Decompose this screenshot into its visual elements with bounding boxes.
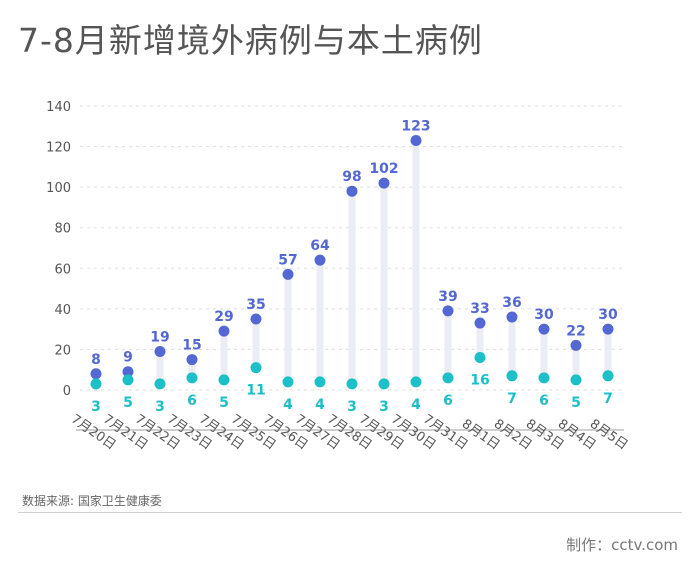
local-point-2 [154, 378, 166, 390]
local-label-6: 4 [283, 397, 293, 413]
local-label-16: 7 [603, 391, 613, 407]
local-label-7: 4 [315, 397, 325, 413]
y-tick-label: 120 [46, 141, 71, 156]
y-tick-label: 100 [46, 181, 71, 196]
local-point-3 [186, 372, 198, 384]
y-tick-label: 40 [54, 303, 71, 318]
data-labels: 8395193156295351157464498310231234396331… [91, 118, 618, 414]
y-tick-label: 140 [46, 100, 71, 115]
imported-label-9: 102 [369, 161, 398, 177]
y-tick-label: 60 [54, 262, 71, 277]
imported-point-6 [282, 268, 294, 280]
local-label-12: 16 [470, 373, 489, 389]
imported-point-16 [602, 323, 614, 335]
local-point-5 [250, 362, 262, 374]
imported-label-16: 30 [598, 307, 618, 323]
imported-point-13 [506, 311, 518, 323]
local-label-1: 5 [123, 395, 133, 411]
local-point-13 [506, 370, 518, 382]
local-point-4 [218, 374, 230, 386]
local-label-10: 4 [411, 397, 421, 413]
imported-label-5: 35 [246, 297, 265, 313]
imported-label-10: 123 [401, 118, 430, 134]
credit-text: 制作：cctv.com [566, 536, 678, 554]
imported-label-3: 15 [182, 338, 201, 354]
local-label-9: 3 [379, 399, 389, 415]
local-label-11: 6 [443, 393, 453, 409]
local-label-8: 3 [347, 399, 357, 415]
imported-label-0: 8 [91, 352, 101, 368]
imported-label-15: 22 [566, 323, 585, 339]
imported-label-13: 36 [502, 295, 521, 311]
local-point-0 [90, 378, 102, 390]
local-point-9 [378, 378, 390, 390]
imported-label-2: 19 [150, 329, 169, 345]
local-label-3: 6 [187, 393, 197, 409]
local-point-8 [346, 378, 358, 390]
imported-point-0 [90, 368, 102, 380]
imported-label-8: 98 [342, 169, 361, 185]
imported-point-11 [442, 305, 454, 317]
local-label-15: 5 [571, 395, 581, 411]
y-tick-label: 0 [63, 384, 71, 399]
imported-point-5 [250, 313, 262, 325]
local-point-16 [602, 370, 614, 382]
local-point-1 [122, 374, 134, 386]
imported-point-15 [570, 339, 582, 351]
footer-divider [18, 512, 682, 513]
local-label-13: 7 [507, 391, 517, 407]
local-label-5: 11 [246, 383, 265, 399]
local-label-4: 5 [219, 395, 229, 411]
imported-label-6: 57 [278, 252, 297, 268]
imported-point-3 [186, 354, 198, 366]
imported-point-12 [474, 317, 486, 329]
local-label-0: 3 [91, 399, 101, 415]
local-point-11 [442, 372, 454, 384]
local-point-7 [314, 376, 326, 388]
local-label-14: 6 [539, 393, 549, 409]
imported-point-7 [314, 254, 326, 266]
data-source: 数据来源: 国家卫生健康委 [22, 494, 162, 508]
imported-point-8 [346, 185, 358, 197]
local-point-12 [474, 352, 486, 364]
y-tick-label: 20 [54, 343, 71, 358]
imported-point-2 [154, 345, 166, 357]
imported-point-10 [410, 134, 422, 146]
imported-label-1: 9 [123, 350, 133, 366]
x-axis-ticks: 7月20日7月21日7月22日7月23日7月24日7月25日7月26日7月27日… [68, 412, 630, 453]
local-label-2: 3 [155, 399, 165, 415]
imported-label-11: 39 [438, 289, 457, 305]
local-point-14 [538, 372, 550, 384]
imported-point-14 [538, 323, 550, 335]
local-point-15 [570, 374, 582, 386]
y-tick-label: 80 [54, 222, 71, 237]
chart-title: 7-8月新增境外病例与本土病例 [18, 21, 483, 60]
imported-point-4 [218, 325, 230, 337]
imported-label-7: 64 [310, 238, 330, 254]
y-axis-ticks: 0 20 40 60 80 100 120 140 [46, 100, 71, 399]
local-point-6 [282, 376, 294, 388]
imported-label-14: 30 [534, 307, 554, 323]
imported-point-9 [378, 177, 390, 189]
local-point-10 [410, 376, 422, 388]
data-points [90, 134, 614, 390]
imported-point-1 [122, 366, 134, 378]
imported-label-4: 29 [214, 309, 233, 325]
imported-label-12: 33 [470, 301, 489, 317]
